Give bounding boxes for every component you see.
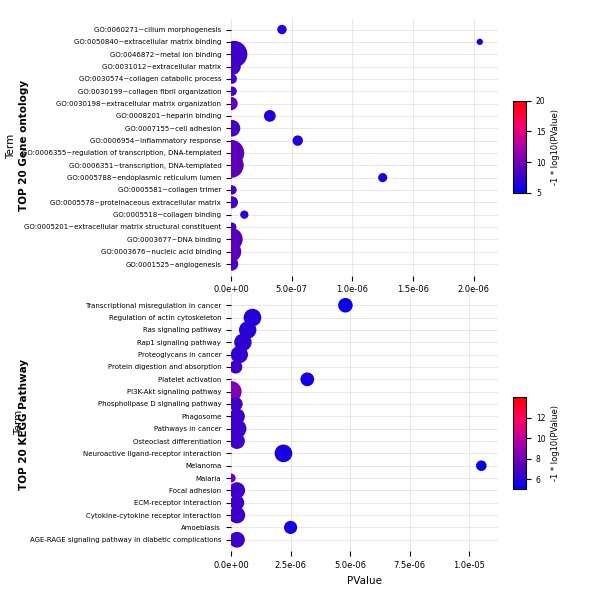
Point — [226, 235, 236, 244]
Point — [229, 49, 239, 59]
Point — [378, 173, 388, 183]
Point — [232, 424, 242, 433]
Point — [226, 161, 236, 170]
Point — [293, 136, 302, 145]
Point — [302, 375, 312, 384]
X-axis label: PValue: PValue — [347, 300, 382, 310]
Point — [227, 74, 237, 84]
Point — [231, 399, 241, 409]
Point — [277, 25, 287, 34]
Point — [239, 210, 249, 219]
Point — [226, 473, 236, 483]
Point — [265, 111, 275, 120]
Point — [226, 247, 236, 256]
Point — [231, 362, 241, 372]
Y-axis label: -1 * log10(PValue): -1 * log10(PValue) — [551, 109, 560, 185]
Point — [243, 325, 253, 334]
Point — [226, 387, 236, 396]
Point — [248, 313, 257, 323]
Point — [278, 449, 288, 458]
Point — [226, 148, 236, 158]
Point — [232, 486, 242, 495]
Point — [227, 222, 237, 232]
Point — [232, 511, 242, 520]
Point — [227, 259, 236, 269]
Point — [226, 99, 236, 109]
Point — [341, 301, 350, 310]
Point — [238, 337, 248, 347]
Point — [286, 522, 295, 532]
Y-axis label: -1 * log10(PValue): -1 * log10(PValue) — [551, 405, 560, 482]
Point — [227, 197, 237, 207]
Point — [227, 123, 237, 133]
Y-axis label: Term: Term — [6, 134, 16, 160]
X-axis label: PValue: PValue — [347, 576, 382, 586]
Point — [232, 535, 242, 544]
Text: TOP 20 KEGG Pathway: TOP 20 KEGG Pathway — [19, 358, 29, 490]
Point — [227, 87, 237, 96]
Point — [232, 412, 242, 421]
Point — [476, 461, 486, 470]
Point — [235, 350, 244, 359]
Point — [232, 498, 242, 508]
Point — [232, 436, 242, 446]
Text: TOP 20 Gene ontology: TOP 20 Gene ontology — [19, 79, 29, 211]
Point — [475, 37, 485, 47]
Point — [227, 62, 237, 71]
Point — [227, 185, 237, 195]
Y-axis label: Term: Term — [14, 410, 24, 435]
